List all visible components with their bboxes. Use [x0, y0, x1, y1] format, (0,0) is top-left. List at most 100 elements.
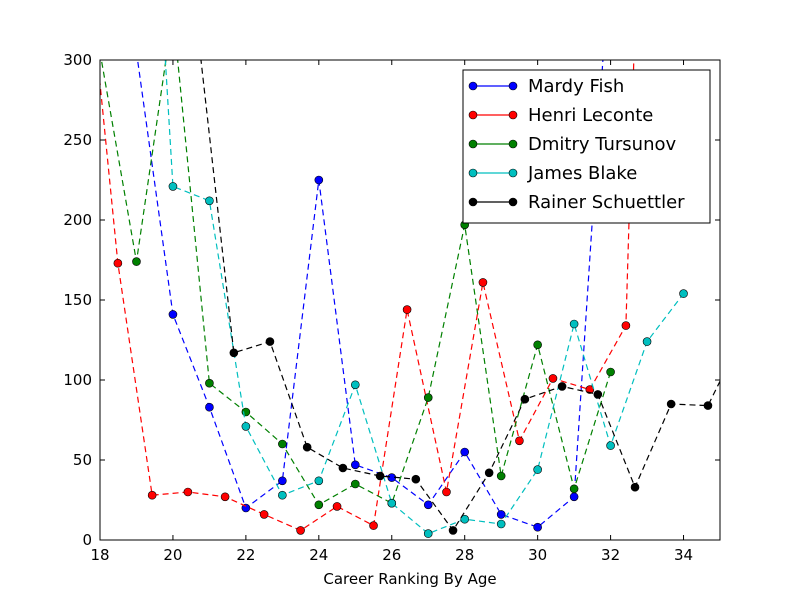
series-line — [200, 60, 720, 532]
y-tick-label: 300 — [63, 51, 92, 69]
data-point — [460, 514, 470, 524]
data-point — [296, 526, 305, 535]
data-point — [338, 463, 348, 473]
legend-marker — [468, 110, 478, 120]
data-point — [703, 401, 713, 410]
x-tick-label: 30 — [528, 546, 547, 564]
data-point — [350, 380, 360, 390]
data-point — [278, 490, 287, 500]
data-point — [448, 526, 458, 535]
data-point — [259, 510, 269, 519]
legend-marker — [468, 81, 478, 91]
data-point — [548, 374, 558, 383]
data-point — [423, 500, 433, 510]
data-point — [314, 175, 324, 185]
series-line — [136, 60, 604, 528]
legend-label: James Blake — [527, 163, 637, 184]
data-point — [205, 196, 214, 206]
data-point — [350, 479, 360, 489]
data-point — [229, 348, 239, 358]
data-point — [302, 442, 312, 452]
legend-box — [462, 69, 711, 224]
data-point — [630, 482, 640, 492]
data-point — [168, 310, 178, 319]
data-point — [569, 484, 579, 494]
x-tick-label: 22 — [236, 546, 255, 564]
legend-label: Rainer Schuettler — [528, 192, 685, 213]
data-point — [387, 498, 397, 508]
data-point — [606, 367, 615, 377]
data-point — [442, 487, 451, 497]
y-tick-label: 150 — [63, 291, 92, 309]
data-point — [533, 340, 542, 350]
data-point — [265, 337, 275, 346]
data-point — [423, 393, 433, 402]
x-tick-label: 18 — [90, 546, 109, 564]
data-point — [205, 378, 214, 388]
data-point — [314, 476, 324, 486]
data-point — [496, 510, 506, 519]
data-point — [132, 257, 141, 266]
legend-label: Dmitry Tursunov — [528, 134, 677, 155]
legend-marker — [508, 139, 518, 149]
data-point — [478, 278, 488, 287]
y-tick-label: 50 — [73, 451, 92, 469]
data-point — [332, 502, 342, 511]
legend-marker — [508, 197, 518, 207]
legend-label: Mardy Fish — [528, 76, 624, 97]
data-point — [375, 471, 385, 481]
plot-area — [100, 60, 720, 538]
data-point — [515, 436, 524, 446]
legend-marker — [468, 197, 478, 207]
data-point — [241, 422, 251, 431]
data-point — [278, 439, 287, 449]
legend-marker — [468, 168, 478, 178]
data-point — [533, 465, 542, 474]
data-point — [369, 521, 378, 530]
legend-marker — [508, 168, 518, 178]
data-point — [496, 471, 506, 481]
data-point — [205, 402, 214, 412]
data-point — [147, 490, 157, 500]
x-tick-label: 24 — [309, 546, 328, 564]
data-point — [460, 447, 470, 457]
x-tick-label: 28 — [455, 546, 474, 564]
data-point — [679, 289, 688, 298]
legend-label: Henri Leconte — [528, 105, 653, 126]
data-point — [621, 321, 631, 330]
data-point — [220, 492, 230, 502]
legend-marker — [508, 110, 518, 120]
y-tick-label: 200 — [63, 211, 92, 229]
data-point — [484, 468, 494, 478]
data-point — [423, 529, 433, 538]
data-point — [593, 390, 603, 399]
series-line — [164, 60, 685, 535]
data-point — [411, 474, 421, 484]
x-tick-label: 26 — [382, 546, 401, 564]
ticks: 18 20 22 24 26 28 30 32 34 0 50 100 150 200 250 300 — [63, 51, 720, 564]
data-point — [496, 519, 506, 529]
data-point — [557, 382, 567, 391]
x-tick-label: 34 — [674, 546, 693, 564]
data-point — [314, 500, 324, 510]
x-tick-label: 20 — [163, 546, 182, 564]
y-tick-label: 100 — [63, 371, 92, 389]
data-point — [569, 492, 579, 502]
data-point — [642, 337, 652, 346]
y-tick-label: 250 — [63, 131, 92, 149]
legend-marker — [508, 81, 518, 91]
data-point — [278, 476, 287, 486]
data-point — [183, 487, 193, 497]
legend-marker — [468, 139, 478, 149]
data-point — [168, 182, 178, 191]
data-point — [402, 305, 412, 314]
x-axis-label: Career Ranking By Age — [323, 570, 496, 588]
data-point — [520, 394, 530, 404]
legend: Mardy Fish Henri Leconte Dmitry Tursunov Ja… — [462, 69, 711, 224]
data-point — [350, 460, 360, 470]
data-point — [113, 258, 123, 268]
x-tick-label: 32 — [601, 546, 620, 564]
data-point — [569, 319, 579, 329]
